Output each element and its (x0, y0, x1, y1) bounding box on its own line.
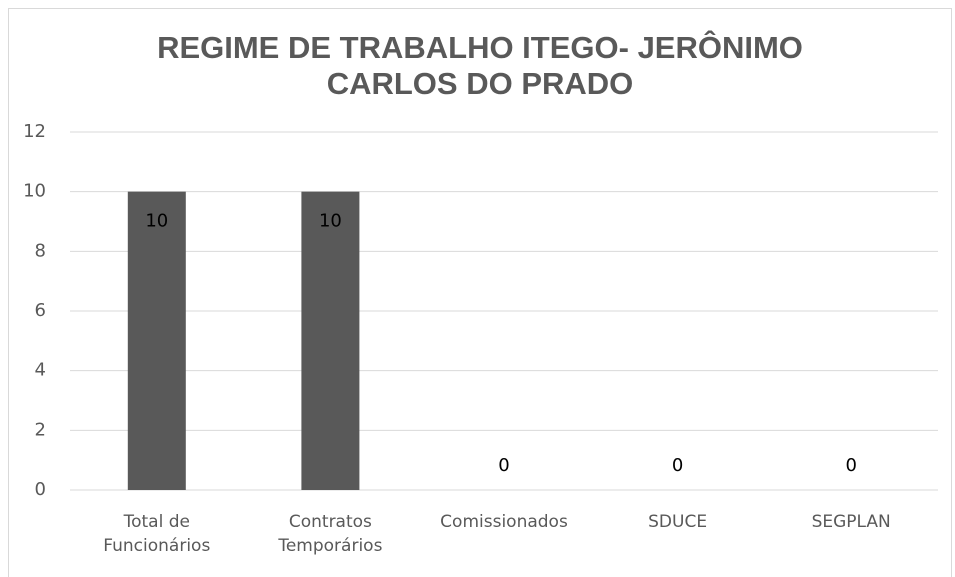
chart-border (8, 8, 952, 577)
y-tick-label: 0 (35, 479, 46, 500)
chart-title: REGIME DE TRABALHO ITEGO- JERÔNIMO CARLO… (157, 30, 803, 101)
y-tick-label: 8 (35, 240, 46, 261)
data-label: 0 (498, 455, 509, 476)
x-tick-label: Total de Funcionários (103, 512, 211, 556)
bar (127, 191, 186, 490)
data-label: 10 (319, 211, 342, 232)
x-tick-label: SDUCE (648, 512, 708, 532)
x-tick-label: Comissionados (440, 512, 568, 532)
y-tick-label: 2 (35, 419, 46, 440)
y-tick-label: 4 (35, 360, 46, 381)
data-label: 0 (845, 455, 856, 476)
y-tick-label: 6 (35, 300, 46, 321)
y-tick-label: 12 (23, 121, 46, 142)
data-label: 0 (672, 455, 683, 476)
y-tick-label: 10 (23, 181, 46, 202)
x-tick-label: SEGPLAN (811, 512, 891, 532)
x-tick-label: Contratos Temporários (278, 512, 383, 556)
data-label: 10 (145, 211, 168, 232)
bar (301, 191, 360, 490)
